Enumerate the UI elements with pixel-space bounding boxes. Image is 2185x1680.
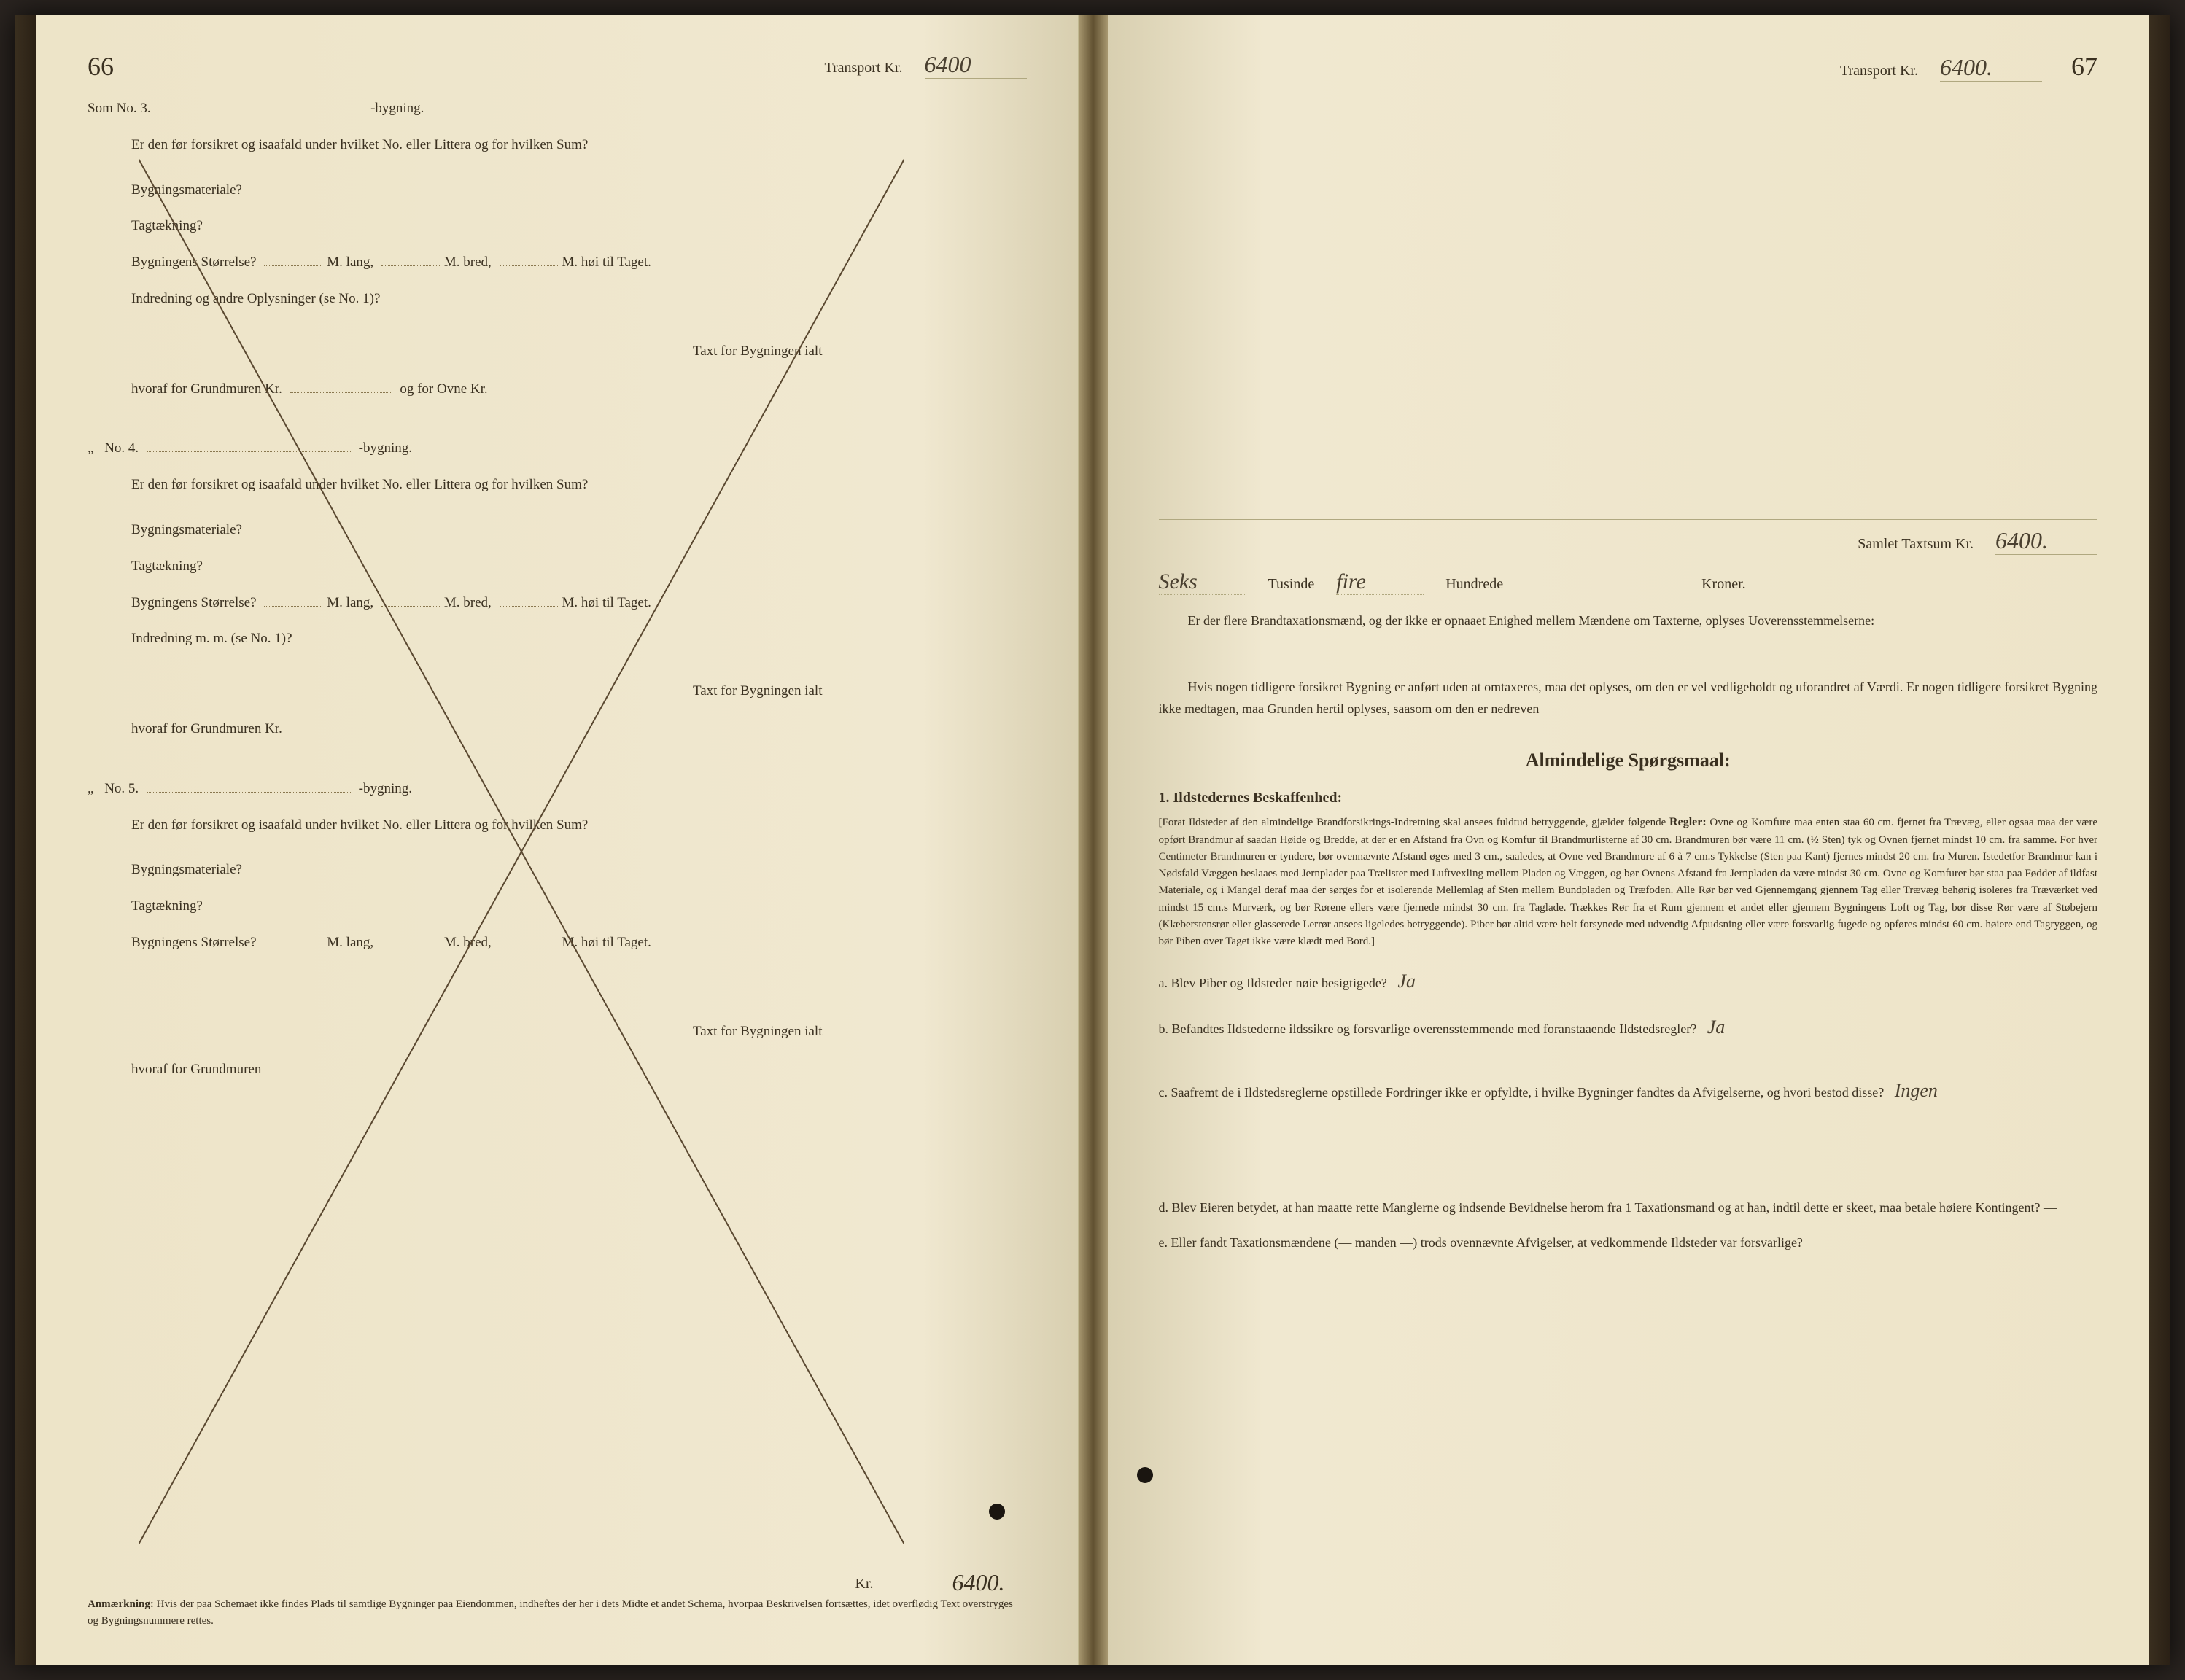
question-b: b. Befandtes Ildstederne ildssikre og fo…: [1159, 1011, 2098, 1045]
regler-label: Regler:: [1669, 816, 1707, 828]
left-binding: [15, 15, 36, 1665]
hoi: M. høi til Taget.: [562, 935, 651, 950]
right-page: Transport Kr. 6400. 67 Samlet Taxtsum Kr…: [1108, 15, 2149, 1665]
q-materiale: Bygningsmateriale?: [88, 515, 1027, 545]
section-no: No. 4.: [104, 440, 139, 456]
section-no: No. 5.: [104, 781, 139, 796]
q-indredning: Indredning og andre Oplysninger (se No. …: [88, 284, 1027, 314]
taxt-line: Taxt for Bygningen ialt: [88, 676, 1027, 707]
hundrede-hand: fire: [1336, 569, 1424, 595]
q-tag: Tagtækning?: [88, 891, 1027, 922]
q-materiale: Bygningsmateriale?: [88, 855, 1027, 885]
right-binding: [2149, 15, 2170, 1665]
left-page: 66 Transport Kr. 6400 Som No. 3. -bygnin…: [36, 15, 1079, 1665]
hvoraf: hvoraf for Grundmuren Kr.: [88, 714, 1027, 744]
hoi: M. høi til Taget.: [562, 595, 651, 610]
building-section-5: „ No. 5. -bygning. Er den før forsikret …: [88, 774, 1027, 1085]
question-e: e. Eller fandt Taxationsmændene (— mande…: [1159, 1231, 2098, 1254]
samlet-row: Samlet Taxtsum Kr. 6400.: [1159, 519, 2098, 555]
qc-text: c. Saafremt de i Ildstedsreglerne opstil…: [1159, 1085, 1885, 1100]
kr-total: 6400.: [952, 1569, 1005, 1596]
bred: M. bred,: [444, 595, 492, 610]
q-size: Bygningens Størrelse?: [131, 595, 257, 610]
regler-block: [Forat Ildsteder af den almindelige Bran…: [1159, 814, 2098, 951]
bred: M. bred,: [444, 935, 492, 950]
transport-label: Transport Kr.: [1840, 63, 1918, 79]
hoi: M. høi til Taget.: [562, 254, 651, 270]
qb-text: b. Befandtes Ildstederne ildssikre og fo…: [1159, 1022, 1697, 1036]
amount-words-row: Seks Tusinde fire Hundrede Kroner.: [1159, 569, 2098, 595]
qa-text: a. Blev Piber og Ildsteder nøie besigtig…: [1159, 976, 1387, 990]
transport-value: 6400.: [1940, 54, 2042, 82]
building-section-4: „ No. 4. -bygning. Er den før forsikret …: [88, 433, 1027, 744]
bygning-suffix: -bygning.: [370, 101, 424, 116]
section-1-title: 1. Ildstedernes Beskaffenhed:: [1159, 790, 2098, 806]
q-size: Bygningens Størrelse?: [131, 254, 257, 270]
q-forsikret: Er den før forsikret og isaafald under h…: [88, 810, 1027, 841]
samlet-value: 6400.: [1995, 527, 2097, 555]
hundrede-label: Hundrede: [1445, 576, 1503, 593]
question-a: a. Blev Piber og Ildsteder nøie besigtig…: [1159, 965, 2098, 999]
main-heading: Almindelige Spørgsmaal:: [1159, 750, 2098, 771]
q-forsikret: Er den før forsikret og isaafald under h…: [88, 470, 1027, 500]
qc-answer: Ingen: [1895, 1080, 1938, 1101]
footnote-label: Anmærkning:: [88, 1598, 154, 1610]
regler-intro: [Forat Ildsteder af den almindelige Bran…: [1159, 817, 1666, 828]
q-materiale: Bygningsmateriale?: [88, 175, 1027, 206]
transport-row-right: Transport Kr. 6400.: [1840, 54, 2042, 82]
tusinde-hand: Seks: [1159, 569, 1246, 595]
lang: M. lang,: [327, 935, 373, 950]
tusinde-label: Tusinde: [1268, 576, 1315, 593]
transport-label: Transport Kr.: [824, 60, 902, 77]
section-no: Som No. 3.: [88, 101, 151, 116]
ovne: og for Ovne Kr.: [400, 381, 487, 397]
kr-label: Kr.: [855, 1576, 874, 1592]
kroner-label: Kroner.: [1701, 576, 1746, 593]
lang: M. lang,: [327, 595, 373, 610]
punch-hole: [989, 1504, 1005, 1520]
taxt-line: Taxt for Bygningen ialt: [88, 336, 1027, 367]
page-number-left: 66: [88, 51, 114, 82]
left-form-area: Som No. 3. -bygning. Er den før forsikre…: [88, 93, 1027, 1515]
q-size: Bygningens Størrelse?: [131, 935, 257, 950]
bred: M. bred,: [444, 254, 492, 270]
lang: M. lang,: [327, 254, 373, 270]
transport-value: 6400: [925, 51, 1027, 79]
taxt-line: Taxt for Bygningen ialt: [88, 1016, 1027, 1047]
page-number-right: 67: [2071, 51, 2097, 82]
book-gutter: [1079, 15, 1108, 1665]
samlet-label: Samlet Taxtsum Kr.: [1858, 536, 1974, 553]
q-tag: Tagtækning?: [88, 211, 1027, 241]
question-d: d. Blev Eieren betydet, at han maatte re…: [1159, 1196, 2098, 1219]
question-c: c. Saafremt de i Ildstedsreglerne opstil…: [1159, 1074, 2098, 1108]
qa-answer: Ja: [1397, 971, 1416, 992]
transport-row-left: Transport Kr. 6400: [824, 51, 1026, 79]
bygning-suffix: -bygning.: [359, 440, 412, 456]
footnote: Anmærkning: Hvis der paa Schemaet ikke f…: [88, 1596, 1027, 1629]
q-tag: Tagtækning?: [88, 551, 1027, 582]
qb-answer: Ja: [1707, 1016, 1726, 1038]
book-spread: 66 Transport Kr. 6400 Som No. 3. -bygnin…: [15, 15, 2170, 1665]
regler-body: Ovne og Komfure maa enten staa 60 cm. fj…: [1159, 817, 2098, 947]
flere-text: Er der flere Brandtaxationsmænd, og der …: [1159, 610, 2098, 632]
bygning-suffix: -bygning.: [359, 781, 412, 796]
footnote-text: Hvis der paa Schemaet ikke findes Plads …: [88, 1598, 1013, 1627]
punch-hole: [1137, 1467, 1153, 1483]
hvis-text: Hvis nogen tidligere forsikret Bygning e…: [1159, 676, 2098, 720]
q-forsikret: Er den før forsikret og isaafald under h…: [88, 130, 1027, 160]
q-indredning: Indredning m. m. (se No. 1)?: [88, 623, 1027, 654]
hvoraf: hvoraf for Grundmuren: [88, 1054, 1027, 1085]
building-section-3: Som No. 3. -bygning. Er den før forsikre…: [88, 93, 1027, 404]
hvoraf: hvoraf for Grundmuren Kr.: [131, 381, 282, 397]
